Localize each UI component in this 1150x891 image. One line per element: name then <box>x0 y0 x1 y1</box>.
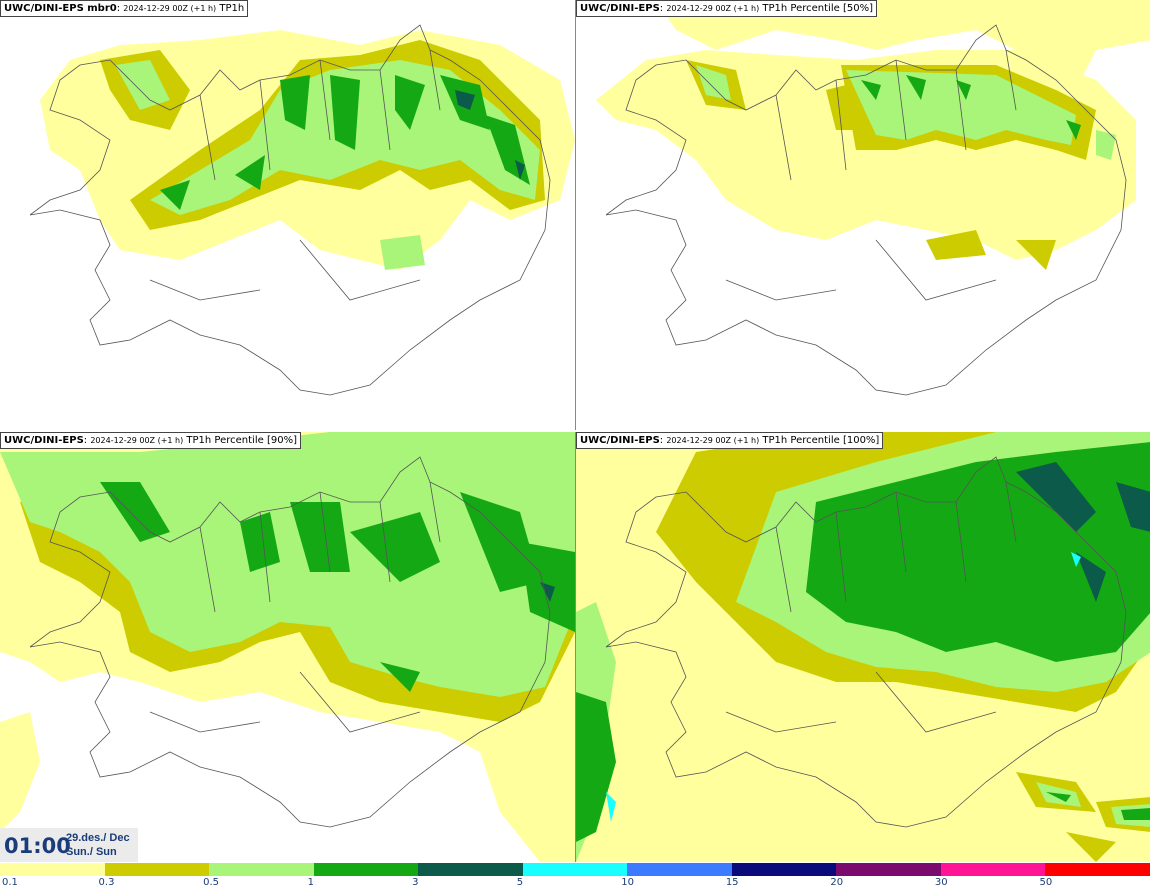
field-name: TP1h <box>219 3 245 14</box>
legend-swatch <box>627 863 732 876</box>
legend-tick-label: 0.1 <box>2 877 18 888</box>
legend-tick-label: 0.5 <box>203 877 219 888</box>
panel-title: UWC/DINI-EPS mbr0: 2024-12-29 00Z (+1 h)… <box>0 0 249 17</box>
legend-tick-label: 20 <box>830 877 844 888</box>
legend-bar <box>0 863 1150 876</box>
valid-date: 29.des./ Dec Sun./ Sun <box>66 831 130 859</box>
legend-tick-label: 1 <box>307 877 314 888</box>
map-panel-p100: UWC/DINI-EPS: 2024-12-29 00Z (+1 h) TP1h… <box>575 432 1150 862</box>
legend-swatch <box>836 863 941 876</box>
coastline <box>29 24 551 396</box>
map-panel-p50: UWC/DINI-EPS: 2024-12-29 00Z (+1 h) TP1h… <box>575 0 1150 430</box>
valid-hour: 01:00 <box>4 834 71 858</box>
field-name: TP1h Percentile [90%] <box>186 435 297 446</box>
run-time: 2024-12-29 00Z (+1 h) <box>123 4 217 13</box>
legend-swatch <box>522 863 628 876</box>
model-name: UWC/DINI-EPS mbr0 <box>4 3 117 14</box>
legend-swatch <box>104 863 210 876</box>
legend-swatch <box>940 863 1046 876</box>
precip-map <box>29 24 575 396</box>
precip-contours <box>576 432 1150 862</box>
run-time: 2024-12-29 00Z (+1 h) <box>666 4 760 13</box>
model-name: UWC/DINI-EPS <box>4 435 84 446</box>
legend-tick-label: 30 <box>934 877 948 888</box>
legend-tick-label: 10 <box>621 877 634 888</box>
panel-title: UWC/DINI-EPS: 2024-12-29 00Z (+1 h) TP1h… <box>0 432 301 449</box>
legend-swatch <box>0 863 105 876</box>
precip-map <box>0 432 575 862</box>
valid-date-line2: Sun./ Sun <box>66 846 117 858</box>
map-panel-p90: UWC/DINI-EPS: 2024-12-29 00Z (+1 h) TP1h… <box>0 432 575 862</box>
legend-tick-label: 50 <box>1039 877 1053 888</box>
precip-map <box>596 0 1150 396</box>
model-name: UWC/DINI-EPS <box>580 3 660 14</box>
precip-contours <box>0 432 575 862</box>
legend-tick-label: 0.3 <box>98 877 115 888</box>
valid-date-line1: 29.des./ Dec <box>66 832 130 844</box>
field-name: TP1h Percentile [100%] <box>762 435 880 446</box>
coastline <box>605 456 1127 828</box>
field-name: TP1h Percentile [50%] <box>762 3 873 14</box>
legend-tick-label: 15 <box>725 877 739 888</box>
legend-swatch <box>731 863 837 876</box>
color-legend: 0.1 0.3 0.5 1 3 5 10 15 20 30 50 <box>0 863 1150 891</box>
run-time: 2024-12-29 00Z (+1 h) <box>90 436 184 445</box>
panel-title: UWC/DINI-EPS: 2024-12-29 00Z (+1 h) TP1h… <box>576 432 884 449</box>
precip-map <box>576 432 1150 862</box>
legend-swatch <box>313 863 419 876</box>
valid-time-box: 01:00 29.des./ Dec Sun./ Sun <box>0 828 138 862</box>
coastline <box>29 456 551 828</box>
legend-tick-label: 5 <box>516 877 524 888</box>
precip-contours <box>40 30 575 270</box>
panel-title: UWC/DINI-EPS: 2024-12-29 00Z (+1 h) TP1h… <box>576 0 877 17</box>
legend-swatch <box>209 863 314 876</box>
legend-swatch <box>418 863 523 876</box>
legend-swatch <box>1045 863 1150 876</box>
run-time: 2024-12-29 00Z (+1 h) <box>666 436 760 445</box>
legend-tick-label: 3 <box>412 877 419 888</box>
map-panel-member0: UWC/DINI-EPS mbr0: 2024-12-29 00Z (+1 h)… <box>0 0 575 430</box>
model-name: UWC/DINI-EPS <box>580 435 660 446</box>
coastline <box>605 24 1127 396</box>
